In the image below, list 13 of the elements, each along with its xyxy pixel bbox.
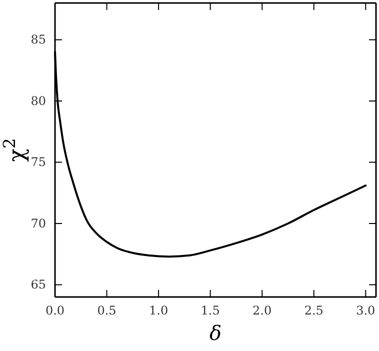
x-tick-label: 0.5 [97,304,116,318]
y-tick-label: 85 [30,32,46,47]
y-tick-label: 70 [30,216,46,230]
x-tick-label: 2.5 [304,304,324,318]
y-tick-label: 65 [30,278,46,292]
x-tick-label: 1.5 [200,304,220,318]
x-axis-title: δ [209,321,222,345]
x-tick-label: 2.0 [252,304,272,318]
x-tick-label: 0.0 [45,304,65,318]
y-tick-label: 80 [30,94,46,108]
x-tick-label: 3.0 [356,304,376,318]
x-tick-label: 1.0 [149,304,168,318]
y-tick-label: 75 [30,155,46,170]
